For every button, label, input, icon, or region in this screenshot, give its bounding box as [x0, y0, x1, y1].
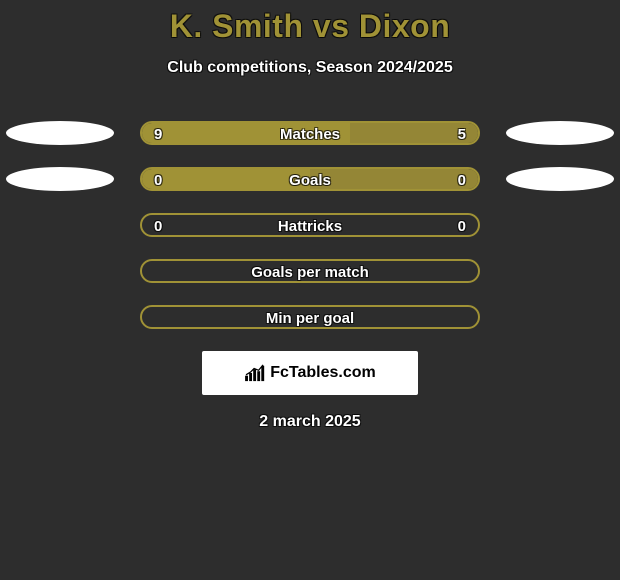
source-badge-label: FcTables.com	[270, 364, 376, 382]
player-right-ellipse	[506, 121, 614, 145]
stat-label: Hattricks	[142, 215, 478, 237]
player-right-ellipse	[506, 167, 614, 191]
source-badge[interactable]: FcTables.com	[202, 351, 418, 395]
stat-row: Min per goal	[0, 305, 620, 329]
bars-icon	[244, 364, 266, 382]
stats-list: Matches95Goals00Hattricks00Goals per mat…	[0, 121, 620, 329]
stat-label: Goals	[142, 169, 478, 191]
stat-label: Matches	[142, 123, 478, 145]
stat-bar: Hattricks0 0	[140, 213, 480, 237]
page-title: K. Smith vs Dixon	[0, 8, 620, 45]
stat-bar: Matches9 5	[140, 121, 480, 145]
stat-row: Goals per match	[0, 259, 620, 283]
stat-value-left: 0	[154, 169, 162, 191]
subtitle: Club competitions, Season 2024/2025	[0, 59, 620, 77]
stat-bar: Min per goal	[140, 305, 480, 329]
stat-row: Matches9 5	[0, 121, 620, 145]
player-left-ellipse	[6, 167, 114, 191]
date-label: 2 march 2025	[0, 413, 620, 431]
player-left-ellipse	[6, 121, 114, 145]
stat-row: Goals0 0	[0, 167, 620, 191]
stat-value-right: 0	[458, 215, 466, 237]
stat-row: Hattricks0 0	[0, 213, 620, 237]
stat-label: Min per goal	[142, 307, 478, 329]
stat-bar: Goals per match	[140, 259, 480, 283]
stat-value-left: 9	[154, 123, 162, 145]
stat-value-right: 0	[458, 169, 466, 191]
comparison-card: K. Smith vs Dixon Club competitions, Sea…	[0, 0, 620, 580]
stat-value-right: 5	[458, 123, 466, 145]
stat-value-left: 0	[154, 215, 162, 237]
stat-bar: Goals0 0	[140, 167, 480, 191]
stat-label: Goals per match	[142, 261, 478, 283]
